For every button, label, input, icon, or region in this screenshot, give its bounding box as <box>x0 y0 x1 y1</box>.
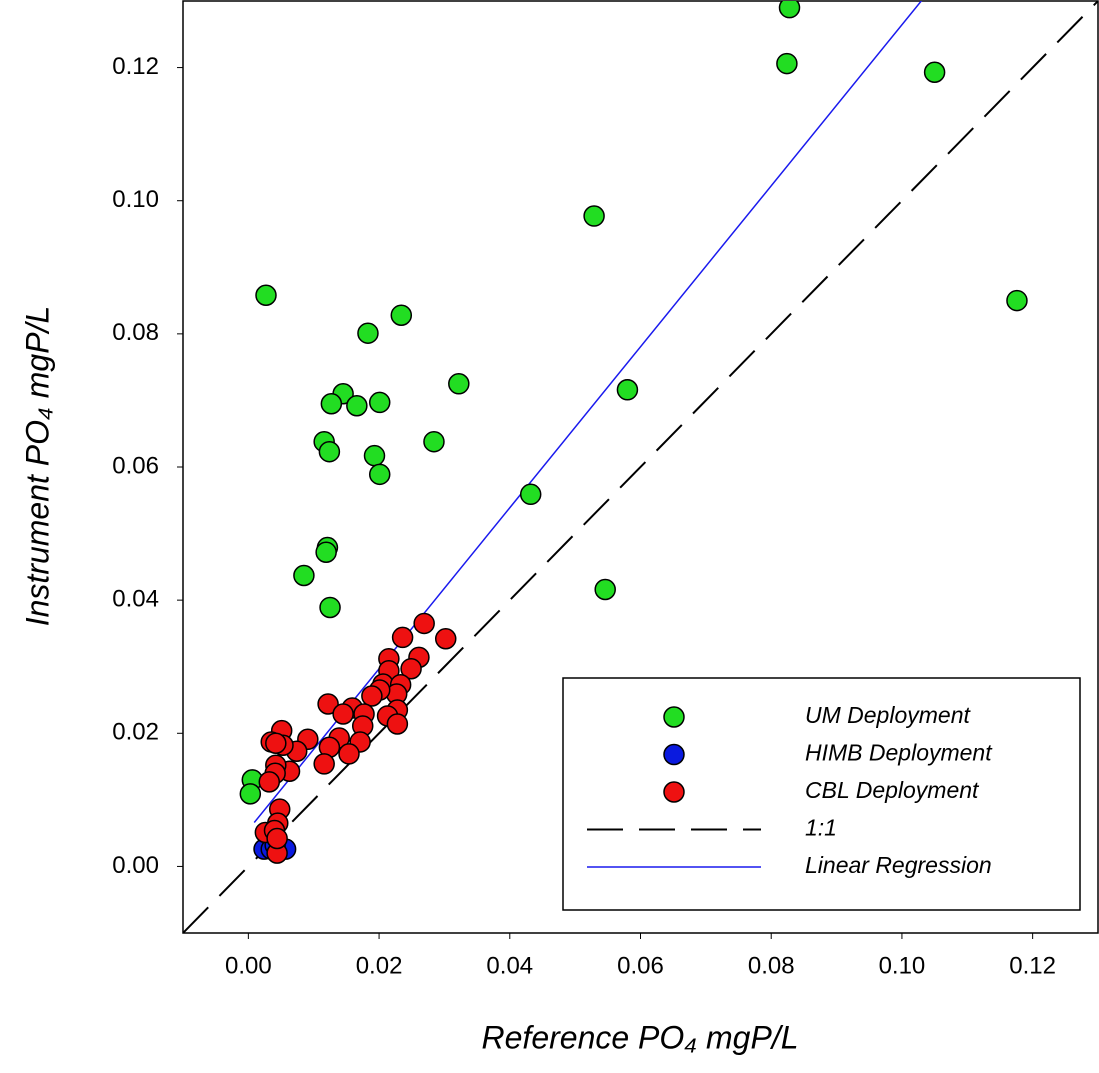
legend-label: CBL Deployment <box>805 777 980 803</box>
data-point <box>266 827 288 850</box>
legend-marker <box>663 743 685 766</box>
data-point <box>616 379 639 401</box>
data-point <box>239 783 262 805</box>
data-point <box>368 463 391 486</box>
data-point <box>519 483 542 506</box>
y-tick-label: 0.06 <box>112 452 159 479</box>
legend-label: 1:1 <box>805 815 837 841</box>
data-point <box>255 284 277 306</box>
legend: UM Deployment HIMB Deployment CBL Deployme… <box>562 677 1081 911</box>
data-point <box>318 440 341 463</box>
legend-label: UM Deployment <box>805 702 971 728</box>
data-point <box>368 391 391 414</box>
data-point <box>776 52 798 75</box>
data-point <box>363 444 386 467</box>
x-tick-label: 0.12 <box>1009 952 1056 979</box>
y-tick-label: 0.02 <box>112 719 159 746</box>
data-point <box>413 612 435 635</box>
data-point <box>320 393 343 415</box>
data-point <box>319 596 341 619</box>
legend-label: Linear Regression <box>805 852 992 878</box>
data-point <box>423 430 445 453</box>
data-point <box>332 703 354 725</box>
data-point <box>390 304 413 326</box>
y-tick-label: 0.00 <box>112 852 159 879</box>
data-point <box>434 628 457 650</box>
x-tick-label: 0.10 <box>879 952 926 979</box>
data-point <box>313 753 335 775</box>
y-tick-label: 0.04 <box>112 585 159 612</box>
legend-box <box>562 677 1081 911</box>
data-point <box>258 771 281 793</box>
y-tick-label: 0.08 <box>112 319 159 346</box>
data-point <box>315 541 337 563</box>
data-point <box>594 578 616 601</box>
legend-label: HIMB Deployment <box>805 740 993 766</box>
data-point <box>346 395 368 417</box>
data-point <box>265 732 287 755</box>
data-point <box>778 1 801 19</box>
data-point <box>357 322 379 344</box>
y-tick-label: 0.10 <box>112 186 159 213</box>
x-axis-title: Reference PO₄ mgP/L <box>482 1019 799 1055</box>
data-point <box>400 657 422 680</box>
series-line <box>253 1 923 823</box>
x-tick-label: 0.08 <box>748 952 795 979</box>
y-tick-label: 0.12 <box>112 53 159 80</box>
data-point <box>386 713 409 735</box>
data-point <box>391 626 414 649</box>
legend-marker <box>663 706 685 728</box>
legend-marker <box>663 781 685 803</box>
plot-area <box>183 1 1098 933</box>
x-tick-label: 0.00 <box>225 952 272 979</box>
data-point <box>448 373 470 395</box>
y-axis-title: Instrument PO₄ mgP/L <box>19 306 55 627</box>
series-line <box>183 1 1098 933</box>
x-tick-label: 0.06 <box>617 952 664 979</box>
data-point <box>338 743 360 765</box>
data-point <box>923 61 946 83</box>
data-point <box>317 693 339 715</box>
data-point <box>1006 289 1028 312</box>
x-tick-label: 0.04 <box>486 952 533 979</box>
data-point <box>583 205 605 227</box>
x-tick-label: 0.02 <box>356 952 403 979</box>
data-point <box>293 564 315 587</box>
data-point <box>361 685 383 707</box>
